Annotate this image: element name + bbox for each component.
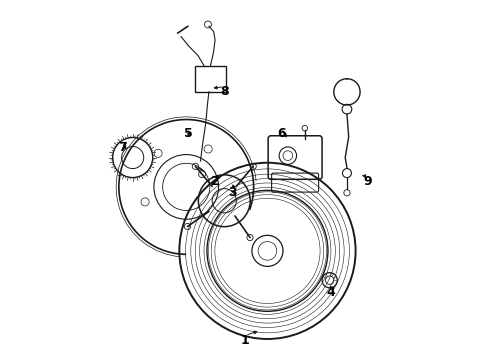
- Text: 7: 7: [118, 141, 127, 154]
- Text: 3: 3: [229, 186, 237, 199]
- Text: 5: 5: [184, 127, 193, 140]
- Text: 8: 8: [220, 85, 228, 98]
- Text: 9: 9: [364, 175, 372, 188]
- Bar: [195, 66, 226, 92]
- Text: 6: 6: [277, 127, 286, 140]
- Text: 4: 4: [326, 286, 335, 299]
- Text: 1: 1: [241, 334, 249, 347]
- Text: 2: 2: [211, 175, 220, 188]
